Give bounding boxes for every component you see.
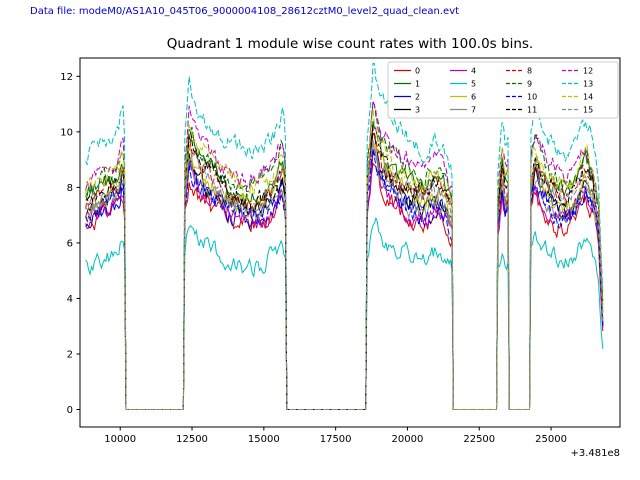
- y-tick-label: 6: [67, 238, 73, 249]
- x-tick-label: 20000: [392, 434, 424, 445]
- series-line-6: [85, 142, 604, 410]
- series-line-8: [85, 127, 604, 410]
- x-tick-label: 17500: [320, 434, 352, 445]
- legend-label-5: 5: [471, 79, 476, 88]
- x-tick-label: 10000: [104, 434, 136, 445]
- y-tick-label: 2: [67, 349, 73, 360]
- legend-label-9: 9: [527, 79, 532, 88]
- data-file-label: Data file: modeM0/AS1A10_045T06_90000041…: [30, 6, 460, 17]
- series-line-4: [85, 148, 604, 410]
- legend-label-2: 2: [415, 92, 420, 101]
- series-line-2: [85, 151, 604, 410]
- legend-label-11: 11: [527, 105, 537, 114]
- series-line-14: [85, 108, 604, 410]
- series-line-5: [85, 216, 604, 410]
- series-line-0: [85, 162, 604, 410]
- series-line-11: [85, 124, 604, 410]
- series-group: [85, 62, 604, 410]
- y-tick-label: 12: [60, 72, 73, 83]
- x-tick-label: 25000: [535, 434, 567, 445]
- x-axis-offset-label: +3.481e8: [570, 448, 620, 459]
- legend-label-14: 14: [583, 92, 593, 101]
- y-tick-label: 10: [60, 127, 73, 138]
- series-line-15: [85, 140, 604, 410]
- legend-label-7: 7: [471, 105, 476, 114]
- y-tick-label: 0: [67, 405, 73, 416]
- plot-title: Quadrant 1 module wise count rates with …: [166, 36, 534, 52]
- x-axis: 10000 12500 15000 17500 20000 22500 25000: [104, 427, 567, 445]
- x-tick-label: 15000: [248, 434, 280, 445]
- legend-box: [387, 61, 619, 119]
- series-line-1: [85, 120, 604, 410]
- legend-label-12: 12: [583, 66, 593, 75]
- legend-label-3: 3: [415, 105, 420, 114]
- legend-label-6: 6: [471, 92, 476, 101]
- y-tick-label: 4: [67, 294, 73, 305]
- legend-label-8: 8: [527, 66, 532, 75]
- series-line-9: [85, 102, 604, 410]
- legend-label-0: 0: [415, 66, 420, 75]
- x-tick-label: 22500: [463, 434, 495, 445]
- y-tick-label: 8: [67, 183, 73, 194]
- legend-label-13: 13: [583, 79, 593, 88]
- series-line-7: [85, 144, 604, 410]
- legend-label-15: 15: [583, 105, 593, 114]
- series-line-10: [85, 148, 604, 410]
- series-line-12: [85, 100, 604, 410]
- legend-label-1: 1: [415, 79, 420, 88]
- x-tick-label: 12500: [176, 434, 208, 445]
- series-line-3: [85, 132, 604, 410]
- legend-label-4: 4: [471, 66, 476, 75]
- legend-label-10: 10: [527, 92, 537, 101]
- y-axis: 0 2 4 6 8 10 12: [60, 72, 80, 416]
